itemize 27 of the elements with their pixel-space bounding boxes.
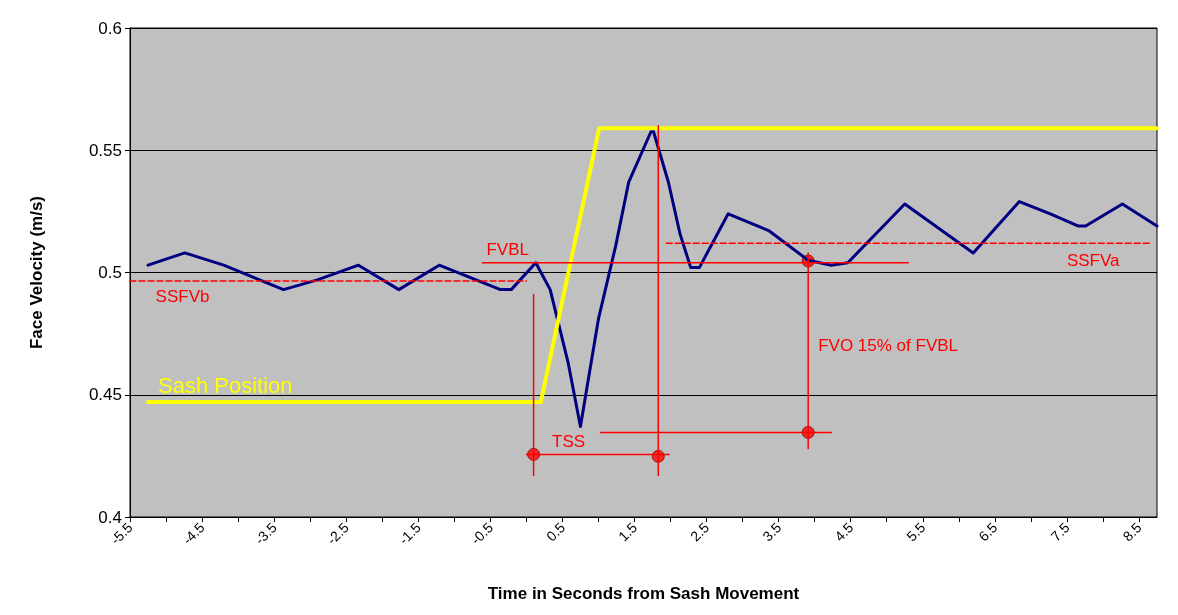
- x-axis-title: Time in Seconds from Sash Movement: [487, 584, 800, 603]
- annotation: FVO 15% of FVBL: [818, 336, 959, 356]
- annotation: SSFVa: [1066, 251, 1121, 271]
- x-tick-label: -4.5: [179, 519, 208, 548]
- y-tick-label: 0.4: [98, 507, 122, 527]
- x-tick-label: -3.5: [251, 519, 280, 548]
- x-tick-label: 0.5: [543, 519, 569, 545]
- annotation: FVBL: [486, 239, 529, 259]
- x-tick-label: 2.5: [687, 519, 713, 545]
- annotation: TSS: [552, 432, 586, 452]
- x-tick-label: 5.5: [903, 519, 929, 545]
- x-tick-label: 7.5: [1047, 519, 1073, 545]
- x-tick-label: 3.5: [759, 519, 785, 545]
- x-tick-label: -0.5: [467, 519, 497, 548]
- y-tick-label: 0.6: [98, 18, 122, 38]
- x-tick-label: 4.5: [831, 519, 857, 545]
- x-tick-label: 8.5: [1119, 519, 1145, 545]
- y-tick-label: 0.45: [88, 385, 122, 405]
- y-axis-title: Face Velocity (m/s): [27, 195, 46, 350]
- series-label: Sash Position: [158, 372, 293, 398]
- x-tick-label: 1.5: [615, 519, 641, 545]
- x-tick-label: -2.5: [323, 519, 353, 548]
- y-tick-label: 0.55: [88, 140, 122, 160]
- y-tick-label: 0.5: [98, 263, 122, 282]
- x-tick-label: -1.5: [395, 519, 425, 548]
- annotation: SSFVb: [155, 287, 210, 307]
- x-tick-label: 6.5: [975, 519, 1001, 545]
